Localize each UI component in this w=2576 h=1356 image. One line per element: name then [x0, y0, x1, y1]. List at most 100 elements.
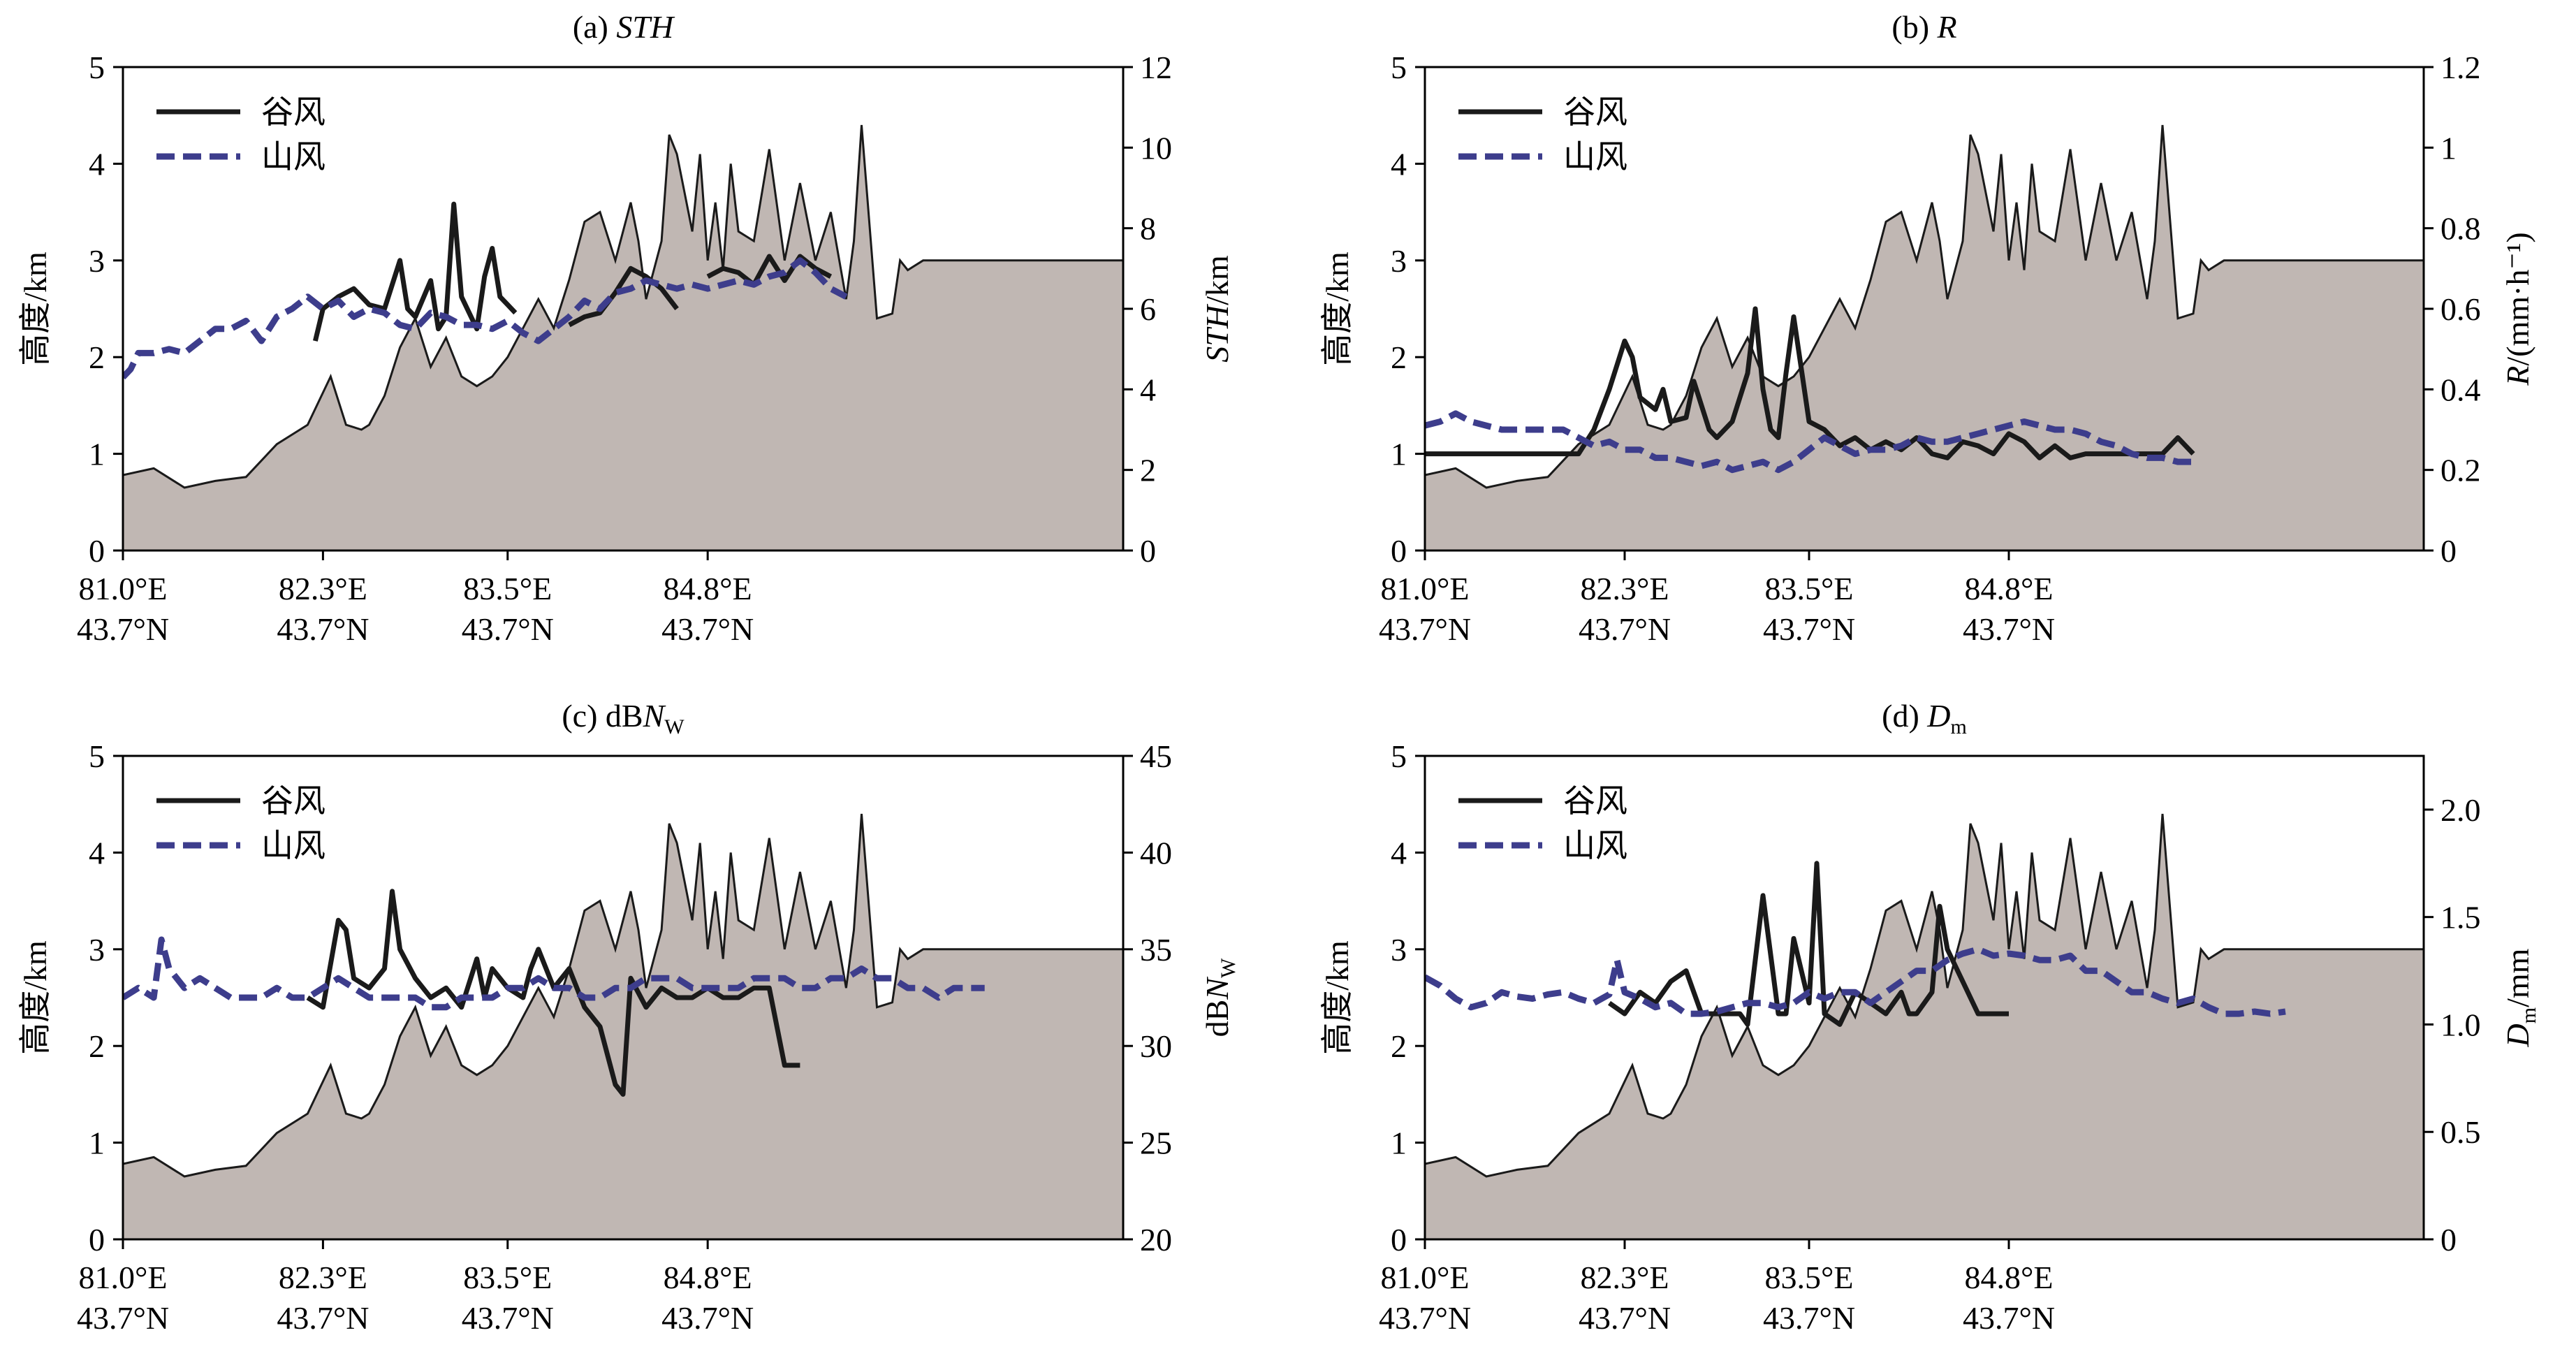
ytick-right-label: 20 — [1140, 1222, 1172, 1257]
ytick-right-label: 0.8 — [2440, 211, 2481, 247]
terrain-area — [123, 813, 1123, 1239]
legend-label-mountain: 山风 — [261, 828, 325, 863]
ytick-right-label: 0 — [2440, 1222, 2457, 1257]
series-line-valley-wind — [1425, 306, 2195, 460]
panel-b: (b) R 0 1 2 3 4 5 0 0.2 0.4 0.6 0.8 1 1.2 81.0°E 43.7°N… — [1319, 9, 2535, 647]
ytick-right-label: 10 — [1140, 130, 1172, 166]
xtick-label-lon: 84.8°E — [1965, 1260, 2054, 1295]
chart-title: (c) dBNW — [562, 698, 685, 738]
ytick-left-label: 3 — [1391, 932, 1407, 968]
ytick-right-label: 40 — [1140, 835, 1172, 870]
ytick-left-label: 3 — [89, 932, 105, 968]
ylabel-left: 高度/km — [1319, 940, 1355, 1055]
xtick-label-lon: 83.5°E — [463, 571, 552, 606]
ytick-right-label: 4 — [1140, 372, 1156, 407]
plot-frame — [122, 754, 1125, 1241]
xtick-label-lon: 81.0°E — [79, 1260, 168, 1295]
panel-a: (a) STH01234502468101281.0°E43.7°N82.3°E… — [17, 9, 1235, 647]
plot-area — [123, 813, 1123, 1239]
panel-d: (d) Dm 0 1 2 3 4 5 0 0.5 1.0 1.5 2.0 81.0°E 43.7°N 82.… — [1319, 698, 2540, 1336]
ytick-right-label: 0.6 — [2440, 291, 2481, 327]
ytick-right-label: 25 — [1140, 1125, 1172, 1161]
ytick-left-label: 2 — [1391, 340, 1407, 375]
ylabel-left: 高度/km — [17, 251, 53, 366]
plot-frame — [1424, 754, 2425, 1241]
ytick-right-label: 2.0 — [2440, 792, 2481, 828]
ytick-right-label: 45 — [1140, 738, 1172, 774]
ytick-left-label: 5 — [1391, 50, 1407, 85]
chart-title: (b) R — [1891, 9, 1956, 45]
ytick-right-label: 6 — [1140, 291, 1156, 327]
xtick-label-lon: 82.3°E — [1581, 571, 1669, 606]
xtick-label-lat: 43.7°N — [1379, 611, 1471, 647]
ytick-right-label: 35 — [1140, 932, 1172, 968]
ytick-right-label: 0.4 — [2440, 372, 2481, 407]
series-line-mountain-wind — [123, 257, 848, 380]
plot-area — [1425, 813, 2424, 1239]
xtick-label-lat: 43.7°N — [1379, 1300, 1471, 1336]
ylabel-left: 高度/km — [17, 940, 53, 1055]
panel-c: (c) dBNW01234520253035404581.0°E43.7°N82… — [17, 698, 1240, 1336]
terrain-area — [1425, 124, 2424, 551]
ytick-left-label: 2 — [89, 1028, 105, 1064]
ylabel-right: Dm/mm — [2500, 948, 2540, 1047]
xtick-label-lat: 43.7°N — [661, 611, 754, 647]
chart-title: (a) STH — [573, 9, 675, 45]
xtick-label-lat: 43.7°N — [1579, 611, 1671, 647]
ytick-left-label: 5 — [1391, 738, 1407, 774]
xtick-label-lon: 83.5°E — [1765, 1260, 1854, 1295]
ytick-right-label: 0 — [1140, 533, 1156, 569]
xtick-label-lon: 83.5°E — [1765, 571, 1854, 606]
series-line-valley-wind — [1607, 861, 2009, 1027]
ytick-right-label: 0.5 — [2440, 1114, 2481, 1150]
ytick-right-label: 1.0 — [2440, 1007, 2481, 1042]
ytick-right-label: 2 — [1140, 453, 1156, 488]
xtick-label-lon: 84.8°E — [1965, 571, 2054, 606]
legend-label-mountain: 山风 — [1563, 828, 1627, 863]
ylabel-right: STH/km — [1199, 255, 1235, 363]
xtick-label-lat: 43.7°N — [462, 1300, 554, 1336]
ytick-right-label: 12 — [1140, 50, 1172, 85]
ytick-right-label: 0 — [2440, 533, 2457, 569]
legend-label-mountain: 山风 — [261, 139, 325, 175]
ytick-left-label: 1 — [89, 1125, 105, 1161]
ytick-left-label: 4 — [89, 835, 105, 870]
legend-label-mountain: 山风 — [1563, 139, 1627, 175]
ytick-left-label: 3 — [89, 243, 105, 279]
ytick-left-label: 0 — [89, 533, 105, 569]
terrain-area — [1425, 813, 2424, 1239]
ytick-left-label: 4 — [89, 146, 105, 182]
xtick-label-lon: 84.8°E — [664, 1260, 752, 1295]
xtick-label-lat: 43.7°N — [661, 1300, 754, 1336]
ytick-left-label: 0 — [89, 1222, 105, 1257]
xtick-label-lon: 81.0°E — [79, 571, 168, 606]
ytick-right-label: 0.2 — [2440, 453, 2481, 488]
legend-label-valley: 谷风 — [261, 783, 325, 819]
ytick-left-label: 0 — [1391, 1222, 1407, 1257]
xtick-label-lon: 81.0°E — [1381, 1260, 1470, 1295]
xtick-label-lon: 82.3°E — [279, 571, 367, 606]
ytick-left-label: 1 — [1391, 1125, 1407, 1161]
plot-area — [123, 124, 1123, 551]
ytick-right-label: 1.2 — [2440, 50, 2481, 85]
ytick-left-label: 3 — [1391, 243, 1407, 279]
ytick-left-label: 5 — [89, 738, 105, 774]
ytick-left-label: 4 — [1391, 835, 1407, 870]
ytick-left-label: 0 — [1391, 533, 1407, 569]
ytick-right-label: 8 — [1140, 211, 1156, 247]
xtick-label-lat: 43.7°N — [77, 611, 169, 647]
ytick-left-label: 5 — [89, 50, 105, 85]
xtick-label-lat: 43.7°N — [462, 611, 554, 647]
xtick-label-lon: 83.5°E — [463, 1260, 552, 1295]
plot-area — [1425, 124, 2424, 551]
legend-label-valley: 谷风 — [261, 94, 325, 130]
ytick-left-label: 1 — [1391, 437, 1407, 472]
ytick-left-label: 2 — [1391, 1028, 1407, 1064]
xtick-label-lat: 43.7°N — [1763, 1300, 1855, 1336]
ytick-left-label: 4 — [1391, 146, 1407, 182]
xtick-label-lon: 84.8°E — [664, 571, 752, 606]
